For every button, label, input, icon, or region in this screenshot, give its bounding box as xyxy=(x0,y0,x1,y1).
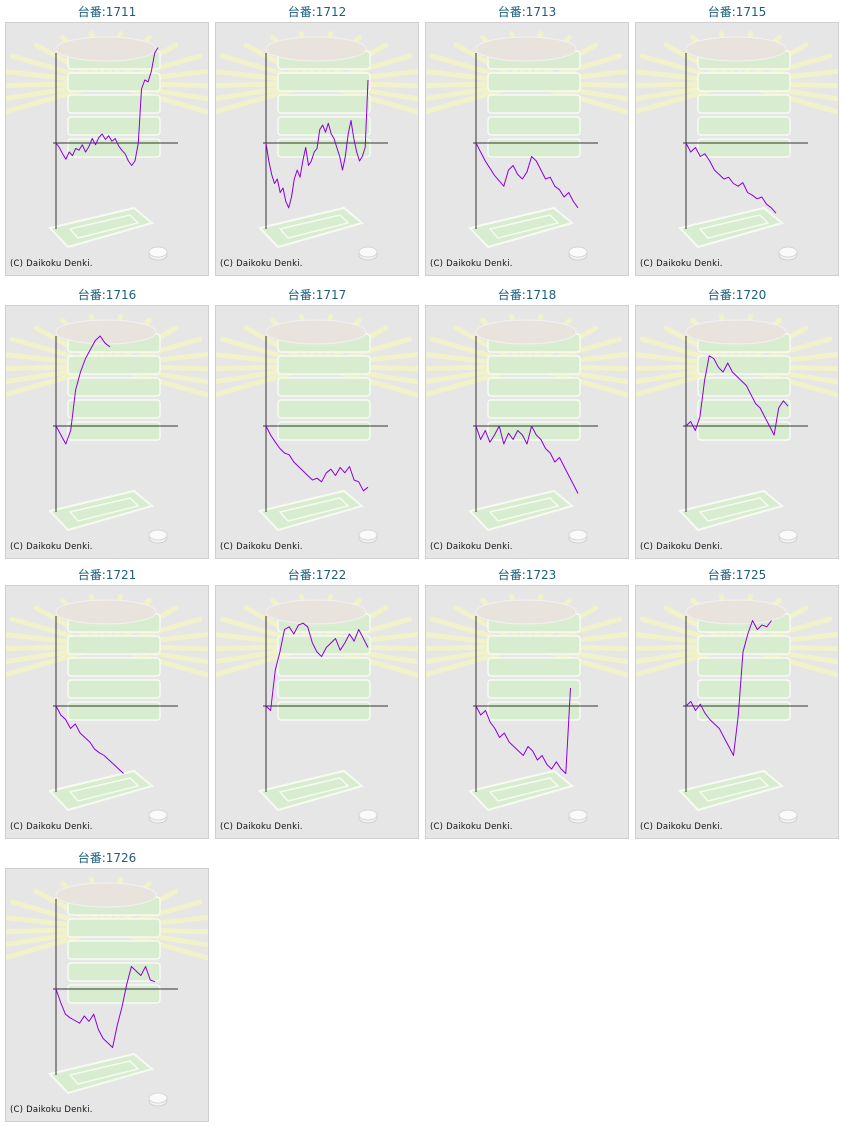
chart-title[interactable]: 台番:1725 xyxy=(707,568,767,582)
series-line xyxy=(685,142,777,214)
chart-card: 台番:1716 (C) Daikoku Denki. xyxy=(5,285,209,559)
chart-svg xyxy=(6,593,208,824)
chart-title[interactable]: 台番:1717 xyxy=(287,288,347,302)
chart-panel: (C) Daikoku Denki. xyxy=(215,22,419,276)
chart-card: 台番:1712 (C) Daikoku Denki. xyxy=(215,2,419,276)
chart-panel: (C) Daikoku Denki. xyxy=(635,22,839,276)
chart-title[interactable]: 台番:1715 xyxy=(707,5,767,19)
chart-svg xyxy=(426,30,628,261)
chart-svg xyxy=(636,30,838,261)
chart-svg xyxy=(6,313,208,544)
copyright-text: (C) Daikoku Denki. xyxy=(640,822,723,832)
background-art xyxy=(216,313,418,544)
copyright-text: (C) Daikoku Denki. xyxy=(640,259,723,269)
chart-title[interactable]: 台番:1720 xyxy=(707,288,767,302)
chart-svg xyxy=(6,30,208,261)
series-line xyxy=(265,622,369,711)
copyright-text: (C) Daikoku Denki. xyxy=(430,542,513,552)
background-art xyxy=(636,593,838,824)
chart-title[interactable]: 台番:1713 xyxy=(497,5,557,19)
series-line xyxy=(55,966,156,1048)
chart-panel: (C) Daikoku Denki. xyxy=(425,22,629,276)
chart-panel: (C) Daikoku Denki. xyxy=(215,305,419,559)
chart-svg xyxy=(216,30,418,261)
chart-card: 台番:1713 (C) Daikoku Denki. xyxy=(425,2,629,276)
chart-svg xyxy=(636,593,838,824)
chart-panel: (C) Daikoku Denki. xyxy=(215,585,419,839)
chart-svg xyxy=(426,313,628,544)
chart-title[interactable]: 台番:1726 xyxy=(77,851,137,865)
copyright-text: (C) Daikoku Denki. xyxy=(10,542,93,552)
series-line xyxy=(55,47,159,166)
chart-svg xyxy=(216,593,418,824)
chart-title[interactable]: 台番:1721 xyxy=(77,568,137,582)
series-line xyxy=(55,705,124,774)
chart-card: 台番:1721 (C) Daikoku Denki. xyxy=(5,565,209,839)
chart-card: 台番:1720 (C) Daikoku Denki. xyxy=(635,285,839,559)
chart-panel: (C) Daikoku Denki. xyxy=(5,868,209,1122)
copyright-text: (C) Daikoku Denki. xyxy=(220,822,303,832)
chart-title[interactable]: 台番:1716 xyxy=(77,288,137,302)
chart-svg xyxy=(636,313,838,544)
background-art xyxy=(6,876,208,1107)
copyright-text: (C) Daikoku Denki. xyxy=(10,1105,93,1115)
copyright-text: (C) Daikoku Denki. xyxy=(430,259,513,269)
series-line xyxy=(265,79,369,209)
background-art xyxy=(6,313,208,544)
series-line xyxy=(685,620,772,756)
copyright-text: (C) Daikoku Denki. xyxy=(10,259,93,269)
copyright-text: (C) Daikoku Denki. xyxy=(220,259,303,269)
series-line xyxy=(265,425,369,492)
chart-panel: (C) Daikoku Denki. xyxy=(425,585,629,839)
background-art xyxy=(6,593,208,824)
chart-panel: (C) Daikoku Denki. xyxy=(5,305,209,559)
chart-card: 台番:1726 (C) Daikoku Denki. xyxy=(5,848,209,1122)
chart-panel: (C) Daikoku Denki. xyxy=(425,305,629,559)
chart-card: 台番:1718 (C) Daikoku Denki. xyxy=(425,285,629,559)
background-art xyxy=(426,30,628,261)
chart-svg xyxy=(426,593,628,824)
background-art xyxy=(636,313,838,544)
background-art xyxy=(426,593,628,824)
background-art xyxy=(216,30,418,261)
chart-panel: (C) Daikoku Denki. xyxy=(635,305,839,559)
background-art xyxy=(636,30,838,261)
background-art xyxy=(216,593,418,824)
chart-panel: (C) Daikoku Denki. xyxy=(635,585,839,839)
chart-card: 台番:1717 (C) Daikoku Denki. xyxy=(215,285,419,559)
copyright-text: (C) Daikoku Denki. xyxy=(640,542,723,552)
copyright-text: (C) Daikoku Denki. xyxy=(10,822,93,832)
copyright-text: (C) Daikoku Denki. xyxy=(430,822,513,832)
chart-card: 台番:1711 (C) Daikoku Denki. xyxy=(5,2,209,276)
series-line xyxy=(685,355,789,436)
chart-card: 台番:1725 (C) Daikoku Denki. xyxy=(635,565,839,839)
chart-title[interactable]: 台番:1712 xyxy=(287,5,347,19)
chart-card: 台番:1723 (C) Daikoku Denki. xyxy=(425,565,629,839)
chart-card: 台番:1722 (C) Daikoku Denki. xyxy=(215,565,419,839)
series-line xyxy=(475,687,571,774)
series-line xyxy=(55,335,111,445)
background-art xyxy=(426,313,628,544)
copyright-text: (C) Daikoku Denki. xyxy=(220,542,303,552)
chart-title[interactable]: 台番:1711 xyxy=(77,5,137,19)
chart-title[interactable]: 台番:1722 xyxy=(287,568,347,582)
chart-svg xyxy=(216,313,418,544)
chart-svg xyxy=(6,876,208,1107)
chart-panel: (C) Daikoku Denki. xyxy=(5,585,209,839)
chart-card: 台番:1715 (C) Daikoku Denki. xyxy=(635,2,839,276)
chart-title[interactable]: 台番:1723 xyxy=(497,568,557,582)
series-line xyxy=(475,142,579,209)
series-line xyxy=(475,425,579,494)
chart-panel: (C) Daikoku Denki. xyxy=(5,22,209,276)
background-art xyxy=(6,30,208,261)
chart-title[interactable]: 台番:1718 xyxy=(497,288,557,302)
